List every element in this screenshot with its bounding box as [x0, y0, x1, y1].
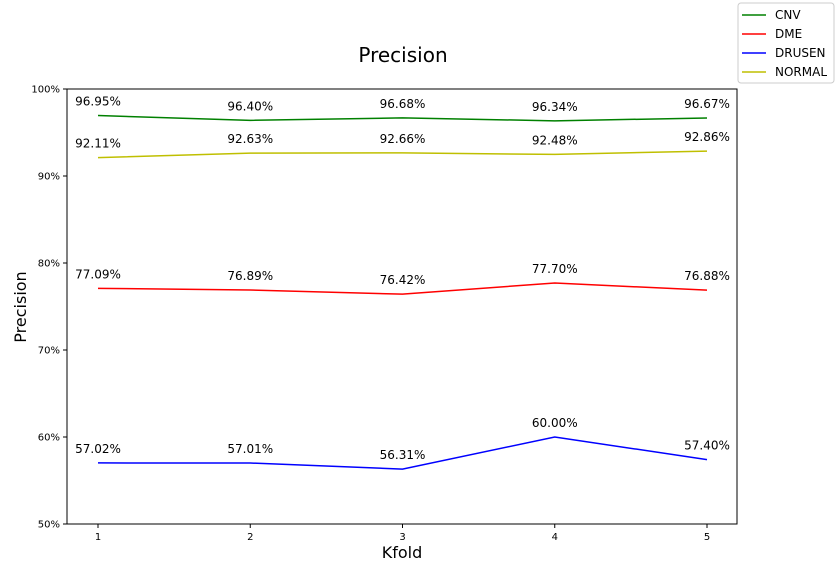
series-line-dme — [97, 282, 708, 295]
data-label-drusen: 57.01% — [227, 442, 273, 456]
data-label-dme: 77.09% — [75, 267, 121, 281]
data-label-dme: 76.88% — [684, 269, 730, 283]
y-tick-label: 60% — [38, 433, 60, 444]
data-label-dme: 76.42% — [380, 273, 426, 287]
x-tick-label: 5 — [704, 532, 710, 543]
data-label-dme: 76.89% — [227, 269, 273, 283]
x-axis-title: Kfold — [382, 543, 423, 562]
series-line-cnv — [97, 114, 708, 122]
legend-label-drusen: DRUSEN — [775, 46, 826, 60]
y-tick-label: 80% — [38, 259, 60, 270]
y-tick-label: 90% — [38, 172, 60, 183]
data-label-drusen: 60.00% — [532, 416, 578, 430]
x-axis: 1 2 3 4 5 — [95, 524, 710, 543]
data-label-dme: 77.70% — [532, 262, 578, 276]
data-label-normal: 92.63% — [227, 132, 273, 146]
x-tick-label: 1 — [95, 532, 101, 543]
chart-title: Precision — [358, 43, 447, 67]
data-label-drusen: 57.02% — [75, 442, 121, 456]
x-tick-label: 3 — [399, 532, 405, 543]
data-label-cnv: 96.95% — [75, 95, 121, 109]
data-label-cnv: 96.67% — [684, 97, 730, 111]
legend: CNV DME DRUSEN NORMAL — [737, 2, 835, 84]
data-labels: 96.95% 96.40% 96.68% 96.34% 96.67% 77.09% 76.8… — [75, 95, 730, 463]
legend-label-dme: DME — [775, 27, 802, 41]
legend-label-normal: NORMAL — [775, 65, 827, 79]
data-label-cnv: 96.34% — [532, 100, 578, 114]
y-tick-label: 100% — [31, 85, 60, 96]
data-label-normal: 92.86% — [684, 130, 730, 144]
x-tick-label: 4 — [552, 532, 558, 543]
series-line-normal — [97, 150, 708, 159]
series-lines — [97, 114, 708, 470]
data-label-drusen: 56.31% — [380, 448, 426, 462]
data-label-normal: 92.11% — [75, 137, 121, 151]
data-label-drusen: 57.40% — [684, 439, 730, 453]
series-line-drusen — [97, 436, 708, 470]
data-label-normal: 92.66% — [380, 132, 426, 146]
y-tick-label: 70% — [38, 346, 60, 357]
data-label-normal: 92.48% — [532, 133, 578, 147]
y-tick-label: 50% — [38, 520, 60, 531]
y-axis-title: Precision — [11, 271, 30, 342]
data-label-cnv: 96.40% — [227, 99, 273, 113]
x-tick-label: 2 — [247, 532, 253, 543]
legend-label-cnv: CNV — [775, 8, 801, 22]
y-axis: 50% 60% 70% 80% 90% 100% — [31, 85, 67, 531]
data-label-cnv: 96.68% — [380, 97, 426, 111]
legend-frame — [737, 2, 835, 84]
